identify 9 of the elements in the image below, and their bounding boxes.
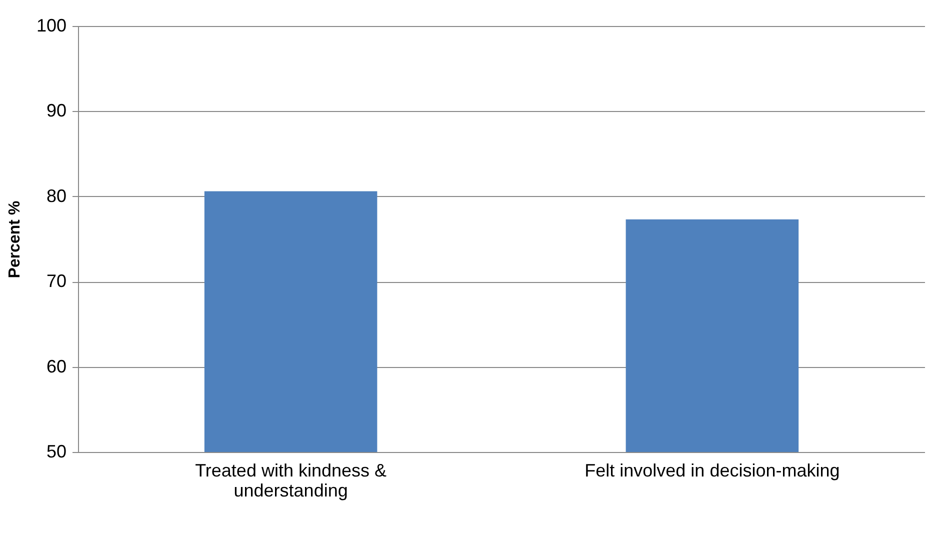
y-tick-label: 90	[46, 100, 66, 121]
y-tick-label: 80	[46, 186, 66, 206]
y-tick-label: 70	[46, 271, 66, 292]
y-tick-label: 60	[46, 356, 66, 376]
y-axis-title: Percent %	[6, 200, 24, 278]
x-tick-label: Treated with kindness & understanding	[195, 460, 387, 500]
y-tick-label: 100	[36, 16, 66, 36]
x-tick-label: Felt involved in decision-making	[584, 460, 840, 480]
y-tick-label: 50	[46, 442, 66, 462]
